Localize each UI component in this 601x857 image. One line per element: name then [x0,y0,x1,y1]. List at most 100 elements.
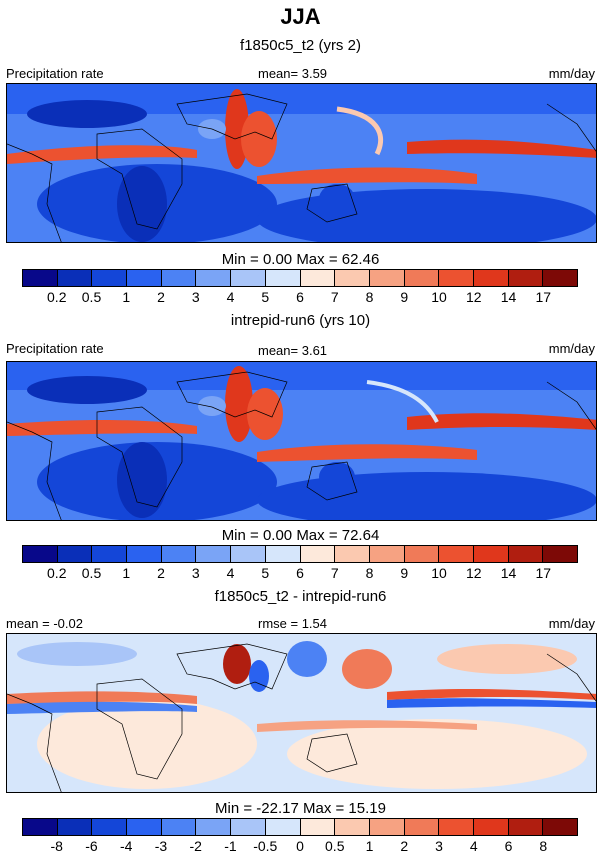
colorbar-tick-label: 5 [261,289,270,305]
colorbar-box [508,546,544,562]
colorbar-tick-label: 4 [226,565,235,581]
colorbar-tick-label: 7 [330,289,339,305]
panel-1-mean-label: mean= 3.59 [258,66,328,81]
colorbar-tick-label: 3 [191,565,200,581]
colorbar-tick-label: 9 [400,289,409,305]
colorbar-box [300,270,336,286]
colorbar-box [161,819,197,835]
colorbar-box [369,819,405,835]
colorbar-box [265,546,301,562]
colorbar-box [23,270,58,286]
colorbar-tick-label: 0.2 [47,565,67,581]
colorbar-tick-label: 14 [500,565,517,581]
colorbar-tick-label: -6 [85,838,98,854]
colorbar-box [92,819,128,835]
panel-2-variable-label: Precipitation rate [6,341,104,356]
colorbar-tick-label: 2 [157,289,165,305]
colorbar-box [335,819,370,835]
colorbar-box [161,546,197,562]
colorbar-tick-label: 6 [296,289,304,305]
colorbar-tick-label: 8 [539,838,548,854]
colorbar-box [196,546,232,562]
colorbar-box [404,546,440,562]
colorbar-box [196,270,232,286]
colorbar-box [127,819,162,835]
colorbar-tick-label: 7 [330,565,339,581]
main-title: JJA [280,4,321,29]
colorbar-box [92,546,128,562]
colorbar-tick-label: 4 [469,838,478,854]
colorbar-tick-label: -3 [154,838,168,854]
colorbar-box [439,270,474,286]
colorbar-box [543,270,577,286]
colorbar-box [23,546,58,562]
colorbar-box [508,819,544,835]
panel-2-title: intrepid-run6 (yrs 10) [230,312,371,329]
panel-1-title: f1850c5_t2 (yrs 2) [240,37,361,54]
panel-1-units-label: mm/day [548,66,595,81]
colorbar-tick-label: -0.5 [253,838,278,854]
colorbar-tick-label: 1 [122,565,131,581]
colorbar-tick-label: 10 [431,565,447,581]
colorbar-box [473,546,509,562]
panel-2-mean-label: mean= 3.61 [258,343,328,358]
colorbar-tick-label: -8 [50,838,63,854]
colorbar-box [508,270,544,286]
colorbar-box [57,270,93,286]
colorbar-box [369,270,405,286]
colorbar-box [369,546,405,562]
panel-1-variable-label: Precipitation rate [6,66,104,81]
colorbar-box [57,546,93,562]
panel-3-map [6,633,597,793]
colorbar-box [265,270,301,286]
colorbar-tick-label: 0.2 [47,289,67,305]
panel-1-stats: Min = 0.00 Max = 62.46 [221,251,380,268]
colorbar-box [543,546,577,562]
panel-2-map [6,361,597,521]
colorbar-tick-label: 17 [535,565,552,581]
colorbar-tick-label: 6 [296,565,304,581]
panel-1-colorbar-ticks: 0.2 0.5 1 2 3 4 5 6 7 8 9 10 12 14 17 [22,289,578,307]
colorbar-box [127,270,162,286]
panel-3-units-label: mm/day [548,616,595,631]
colorbar-box [92,270,128,286]
colorbar-tick-label: -4 [120,838,133,854]
colorbar-box [300,819,336,835]
colorbar-box [231,819,266,835]
panel-3-colorbar [22,818,578,836]
colorbar-box [439,546,474,562]
colorbar-box [57,819,93,835]
colorbar-box [23,819,58,835]
colorbar-tick-label: 12 [465,565,482,581]
colorbar-box [335,546,370,562]
colorbar-tick-label: 3 [191,289,200,305]
colorbar-tick-label: 9 [400,565,409,581]
colorbar-box [265,819,301,835]
panel-3-stats: Min = -22.17 Max = 15.19 [215,800,386,817]
colorbar-tick-label: 2 [157,565,165,581]
panel-3-colorbar-ticks: -8 -6 -4 -3 -2 -1 -0.5 0 0.5 1 2 3 4 6 8 [22,838,578,856]
colorbar-box [196,819,232,835]
panel-3-title: f1850c5_t2 - intrepid-run6 [214,588,387,605]
colorbar-tick-label: 12 [465,289,482,305]
colorbar-box [543,819,577,835]
colorbar-tick-label: -2 [189,838,202,854]
colorbar-tick-label: 14 [500,289,517,305]
colorbar-box [127,546,162,562]
colorbar-tick-label: 17 [535,289,552,305]
panel-2-colorbar [22,545,578,563]
colorbar-tick-label: 6 [504,838,513,854]
colorbar-box [231,270,266,286]
colorbar-box [404,270,440,286]
colorbar-tick-label: 8 [365,289,374,305]
panel-3-mean-label: mean = -0.02 [6,616,83,631]
colorbar-tick-label: 10 [431,289,447,305]
panel-1-map [6,83,597,243]
panel-2-stats: Min = 0.00 Max = 72.64 [221,527,380,544]
panel-2-colorbar-ticks: 0.2 0.5 1 2 3 4 5 6 7 8 9 10 12 14 17 [22,565,578,583]
colorbar-tick-label: 1 [365,838,374,854]
colorbar-box [404,819,440,835]
colorbar-tick-label: 0.5 [81,289,102,305]
panel-2-units-label: mm/day [548,341,595,356]
colorbar-tick-label: 4 [226,289,235,305]
